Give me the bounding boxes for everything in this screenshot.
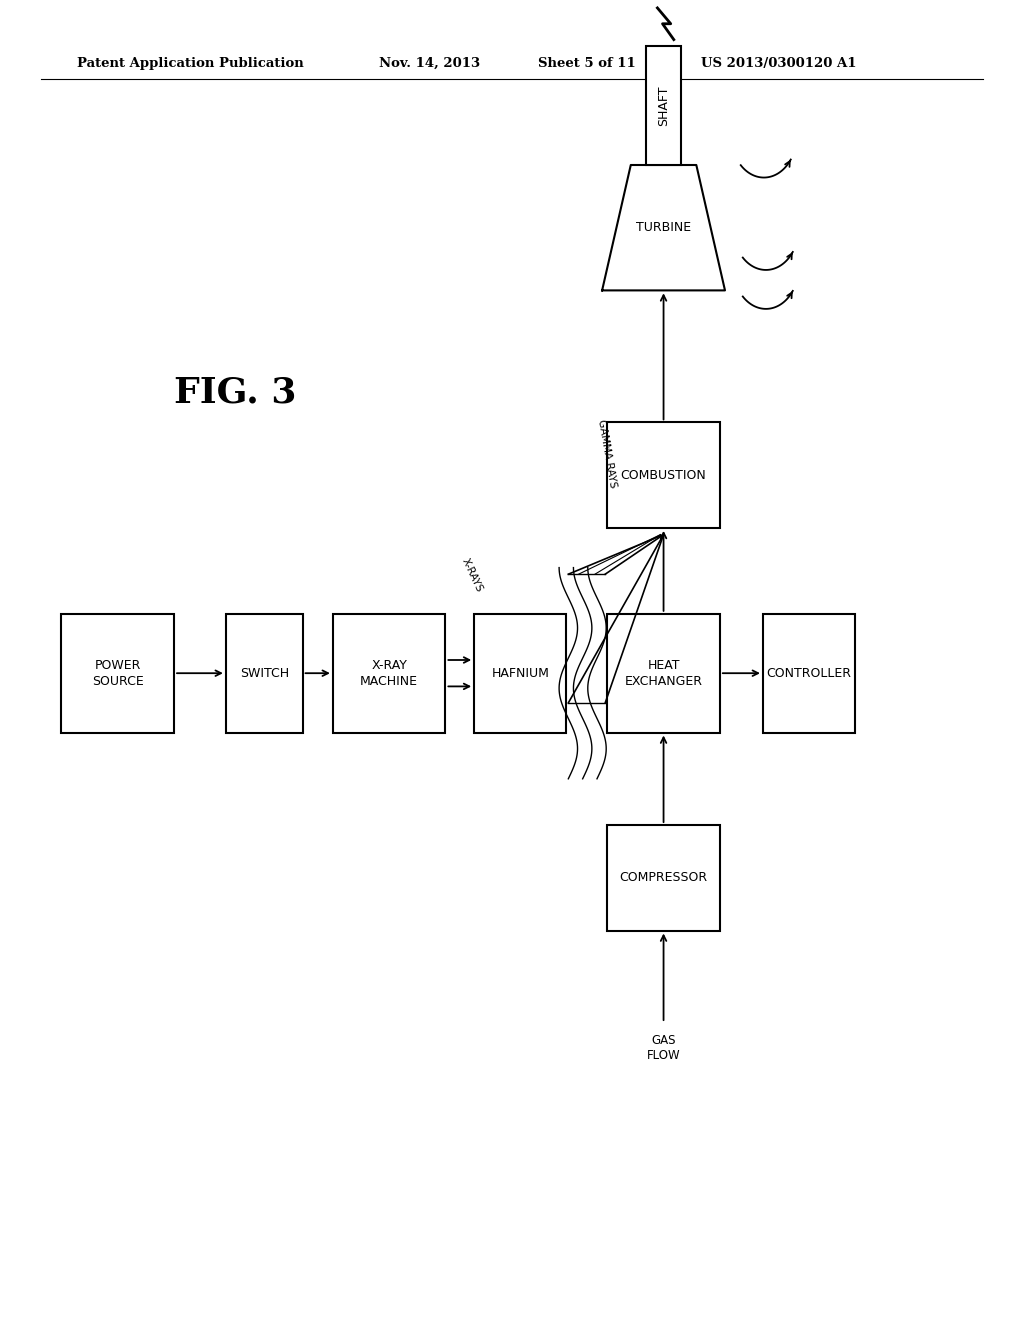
- Text: X-RAYS: X-RAYS: [460, 557, 484, 594]
- Text: COMBUSTION: COMBUSTION: [621, 469, 707, 482]
- Text: Patent Application Publication: Patent Application Publication: [77, 57, 303, 70]
- Bar: [763, 614, 855, 733]
- Bar: [333, 614, 445, 733]
- Text: POWER
SOURCE: POWER SOURCE: [92, 659, 143, 688]
- Text: SHAFT: SHAFT: [657, 86, 670, 125]
- Text: X-RAY
MACHINE: X-RAY MACHINE: [360, 659, 418, 688]
- Text: GAMMA RAYS: GAMMA RAYS: [596, 418, 618, 488]
- Text: TURBINE: TURBINE: [636, 222, 691, 234]
- Bar: [61, 614, 174, 733]
- Text: SWITCH: SWITCH: [240, 667, 289, 680]
- Bar: [607, 614, 720, 733]
- Bar: [607, 825, 720, 931]
- Text: US 2013/0300120 A1: US 2013/0300120 A1: [701, 57, 857, 70]
- Text: GAS
FLOW: GAS FLOW: [647, 1034, 680, 1061]
- Bar: [225, 614, 303, 733]
- Bar: [474, 614, 566, 733]
- Polygon shape: [602, 165, 725, 290]
- Bar: [607, 422, 720, 528]
- Text: Sheet 5 of 11: Sheet 5 of 11: [538, 57, 635, 70]
- Text: CONTROLLER: CONTROLLER: [766, 667, 852, 680]
- Bar: [646, 46, 681, 165]
- Text: FIG. 3: FIG. 3: [174, 376, 297, 409]
- Text: COMPRESSOR: COMPRESSOR: [620, 871, 708, 884]
- Text: HEAT
EXCHANGER: HEAT EXCHANGER: [625, 659, 702, 688]
- Text: Nov. 14, 2013: Nov. 14, 2013: [379, 57, 480, 70]
- Text: HAFNIUM: HAFNIUM: [492, 667, 549, 680]
